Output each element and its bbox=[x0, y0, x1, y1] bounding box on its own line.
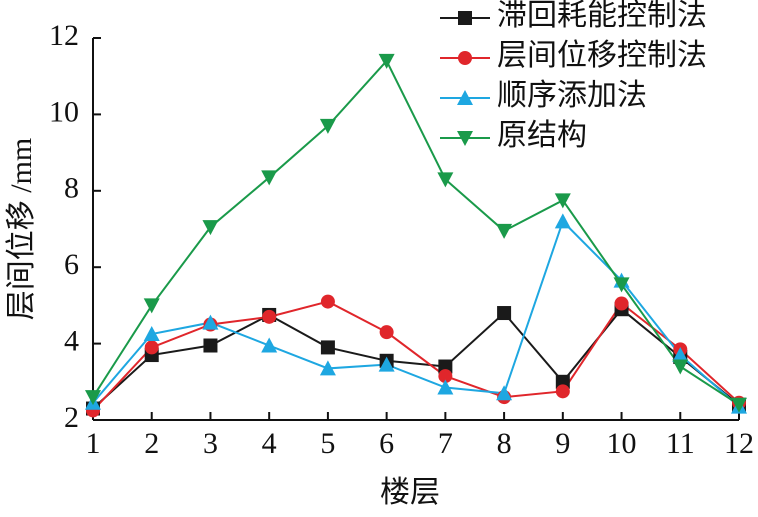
x-tick-label: 10 bbox=[607, 427, 637, 460]
marker bbox=[319, 360, 336, 376]
y-tick-label: 12 bbox=[49, 19, 79, 52]
series-line bbox=[92, 59, 740, 406]
marker bbox=[731, 397, 747, 413]
legend-label: 顺序添加法 bbox=[497, 79, 647, 112]
marker bbox=[379, 325, 394, 340]
y-tick-label: 4 bbox=[64, 324, 79, 357]
y-tick-label: 10 bbox=[49, 95, 79, 128]
marker bbox=[203, 338, 218, 353]
marker bbox=[672, 347, 689, 363]
marker bbox=[261, 337, 278, 353]
y-tick-label: 6 bbox=[64, 248, 79, 281]
marker bbox=[458, 51, 472, 65]
marker bbox=[496, 385, 513, 401]
marker bbox=[437, 172, 454, 188]
legend-label: 层间位移控制法 bbox=[497, 39, 707, 72]
series-line bbox=[92, 307, 740, 410]
x-tick-label: 7 bbox=[438, 427, 453, 460]
marker bbox=[496, 223, 513, 239]
marker bbox=[438, 369, 453, 384]
marker bbox=[261, 170, 278, 186]
x-tick-label: 1 bbox=[86, 427, 101, 460]
x-tick-label: 12 bbox=[724, 427, 754, 460]
marker bbox=[320, 294, 335, 309]
marker bbox=[202, 314, 219, 330]
y-tick-label: 2 bbox=[64, 401, 79, 434]
x-tick-label: 6 bbox=[379, 427, 394, 460]
marker bbox=[554, 213, 571, 229]
series-line bbox=[92, 219, 740, 408]
marker bbox=[378, 53, 395, 69]
marker bbox=[319, 118, 336, 134]
marker bbox=[262, 309, 277, 324]
marker bbox=[437, 379, 454, 395]
legend-label: 原结构 bbox=[497, 119, 587, 152]
marker bbox=[378, 356, 395, 372]
x-tick-label: 5 bbox=[320, 427, 335, 460]
marker bbox=[143, 298, 160, 314]
x-axis-label: 楼层 bbox=[380, 476, 440, 509]
x-tick-label: 11 bbox=[666, 427, 695, 460]
marker bbox=[202, 220, 219, 236]
x-tick-label: 9 bbox=[555, 427, 570, 460]
marker bbox=[144, 340, 159, 355]
marker bbox=[320, 340, 335, 355]
marker bbox=[613, 277, 630, 293]
marker bbox=[85, 390, 101, 406]
x-tick-label: 4 bbox=[262, 427, 277, 460]
marker bbox=[672, 359, 689, 375]
y-tick-label: 8 bbox=[64, 172, 79, 205]
legend-label: 滞回耗能控制法 bbox=[497, 0, 707, 32]
series-line bbox=[92, 300, 740, 412]
marker bbox=[457, 131, 473, 146]
marker bbox=[458, 11, 472, 25]
marker bbox=[497, 306, 512, 321]
x-tick-label: 8 bbox=[497, 427, 512, 460]
marker bbox=[143, 326, 160, 342]
marker bbox=[554, 193, 571, 209]
marker bbox=[614, 296, 629, 311]
x-tick-label: 2 bbox=[144, 427, 159, 460]
y-axis-label: 层间位移 /mm bbox=[5, 138, 38, 321]
x-tick-label: 3 bbox=[203, 427, 218, 460]
marker bbox=[457, 90, 473, 105]
marker bbox=[555, 384, 570, 399]
